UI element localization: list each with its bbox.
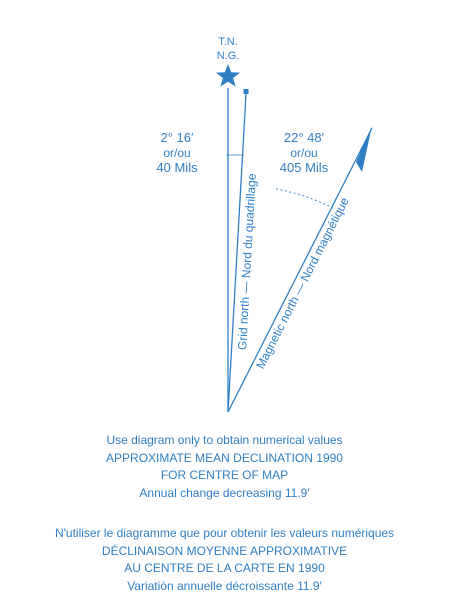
grid-north-line: [227, 93, 247, 413]
grid-angle-or-ou: or/ou: [163, 146, 190, 160]
grid-angle-degrees: 2° 16′: [161, 130, 195, 145]
half-arrowhead-icon: [356, 126, 372, 172]
caption-french: N'utiliser le diagramme que pour obtenir…: [0, 525, 449, 595]
true-north-label-1: T.N.: [218, 36, 238, 48]
magnetic-north-label: Magnetic north — Nord magnétique: [253, 195, 352, 371]
magnetic-angle-or-ou: or/ou: [290, 146, 317, 160]
star-icon: [215, 64, 240, 87]
caption-fr-line-3: AU CENTRE DE LA CARTE EN 1990: [124, 561, 325, 575]
true-north-label-2: N.G.: [217, 50, 240, 62]
magnetic-angle-arc: [275, 188, 334, 209]
caption-en-line-3: FOR CENTRE OF MAP: [160, 468, 289, 482]
grid-north-label: Grid north — Nord du quadrillage: [235, 173, 259, 351]
magnetic-north-line: [227, 127, 373, 413]
caption-fr-line-2: DÉCLINAISON MOYENNE APPROXIMATIVE: [101, 543, 348, 558]
caption-fr-line-1: N'utiliser le diagramme que pour obtenir…: [54, 526, 395, 540]
caption-english: Use diagram only to obtain numerical val…: [0, 432, 449, 502]
grid-north-tip-square-icon: [243, 89, 249, 94]
caption-en-line-1: Use diagram only to obtain numerical val…: [106, 433, 343, 447]
grid-angle-mils: 40 Mils: [156, 160, 198, 175]
magnetic-angle-degrees: 22° 48′: [284, 130, 325, 145]
magnetic-angle-mils: 405 Mils: [280, 160, 329, 175]
caption-en-line-4: Annual change decreasing 11.9′: [139, 485, 310, 500]
caption-en-line-2: APPROXIMATE MEAN DECLINATION 1990: [106, 450, 343, 465]
caption-fr-line-4: Variatiòn annuelle décroissante 11.9′: [127, 578, 322, 593]
